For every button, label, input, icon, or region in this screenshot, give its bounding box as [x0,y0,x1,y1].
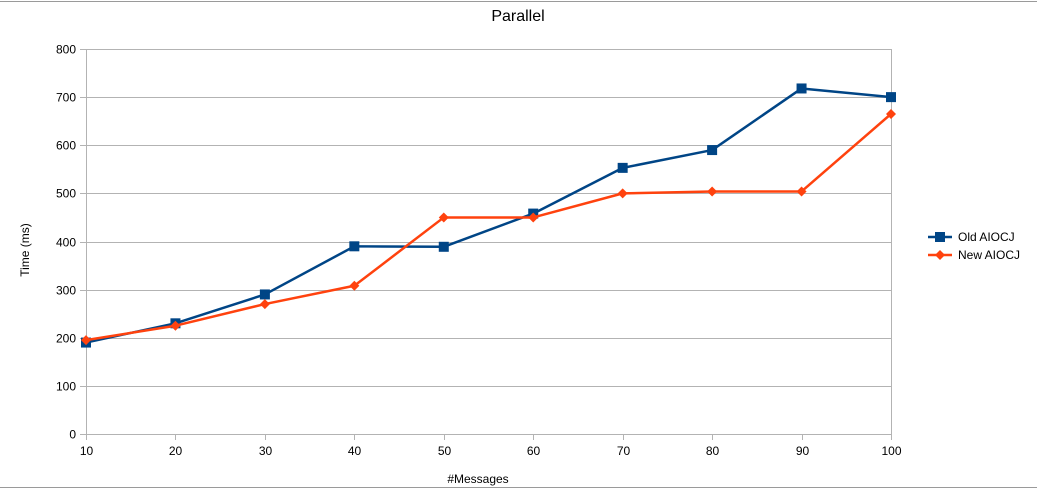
data-point-1-2 [259,299,270,310]
data-point-1-1 [170,320,181,331]
x-tick-label-1: 20 [169,444,183,458]
data-point-1-8 [796,186,807,197]
data-point-1-6 [617,188,628,199]
data-point-1-5 [528,212,539,223]
data-point-0-7 [707,145,718,156]
x-tick-label-7: 80 [706,444,720,458]
x-tick-label-9: 100 [881,444,901,458]
legend-label-0: Old AIOCJ [958,230,1015,244]
data-point-1-7 [707,186,718,197]
legend-label-1: New AIOCJ [958,248,1020,262]
data-point-1-3 [349,280,360,291]
data-point-1-9 [886,108,896,119]
y-tick-label-8: 800 [56,43,76,57]
y-tick-label-0: 0 [69,428,76,442]
legend-marker-1 [935,250,945,260]
axes [80,49,892,440]
tick-labels: 0 100 200 300 400 500 600 700 800 10 20 30 40 50 60 70 8… [56,43,902,459]
y-tick-label-2: 200 [56,332,76,346]
data-point-0-2 [259,289,270,300]
x-tick-label-3: 40 [348,444,362,458]
chart-title: Parallel [491,8,544,25]
data-point-0-8 [796,83,807,94]
y-tick-label-3: 300 [56,284,76,298]
y-tick-label-4: 400 [56,236,76,250]
x-tick-label-8: 90 [796,444,810,458]
legend: Old AIOCJ New AIOCJ [928,230,1020,262]
x-tick-label-6: 70 [617,444,631,458]
y-tick-label-6: 600 [56,139,76,153]
data-point-1-4 [438,212,449,223]
x-tick-label-2: 30 [259,444,273,458]
x-tick-label-4: 50 [438,444,452,458]
x-axis-title: #Messages [447,472,508,486]
legend-marker-0 [935,232,945,242]
series-line-1 [85,113,892,342]
series-0 [81,83,896,348]
y-tick-label-7: 700 [56,91,76,105]
series-1 [81,108,896,346]
x-tick-label-5: 60 [527,444,541,458]
y-tick-label-5: 500 [56,187,76,201]
series-line-0 [85,87,892,344]
x-tick-label-0: 10 [80,444,94,458]
data-point-0-6 [617,162,628,173]
data-point-0-3 [349,241,360,252]
data-point-1-0 [81,335,91,346]
y-tick-label-1: 100 [56,380,76,394]
data-point-0-9 [886,92,896,103]
grid-lines [86,49,891,387]
series-lines [81,83,896,348]
y-axis-title: Time (ms) [18,223,32,277]
data-point-0-4 [438,241,449,252]
